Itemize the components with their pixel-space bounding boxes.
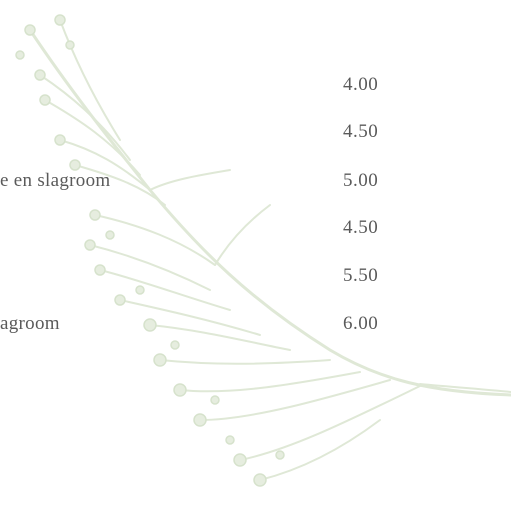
- menu-item: 5.50: [0, 265, 511, 293]
- menu-item: e en slagroom 5.00: [0, 170, 511, 198]
- menu-item: 4.00: [0, 74, 511, 102]
- menu-item: 4.50: [0, 121, 511, 149]
- item-price: 4.50: [343, 121, 379, 142]
- menu-item: 4.50: [0, 217, 511, 245]
- item-price: 6.00: [343, 313, 379, 334]
- item-price: 5.50: [343, 265, 379, 286]
- item-name: agroom: [0, 313, 60, 334]
- item-name: e en slagroom: [0, 170, 111, 191]
- item-price: 4.50: [343, 217, 379, 238]
- item-price: 5.00: [343, 170, 379, 191]
- menu-item: agroom 6.00: [0, 313, 511, 341]
- item-price: 4.00: [343, 74, 379, 95]
